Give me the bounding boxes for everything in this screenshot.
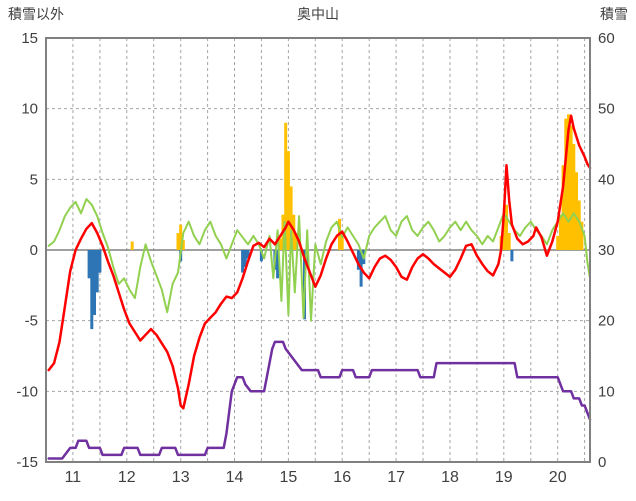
x-axis-tick-label: 20	[549, 469, 567, 486]
snowfall-bars	[567, 114, 570, 250]
left-axis-title: 積雪以外	[8, 6, 64, 22]
rainfall-bars	[246, 250, 250, 259]
rainfall-bars	[90, 250, 94, 330]
snowfall-bars	[577, 200, 581, 250]
snowfall-bars	[569, 125, 573, 250]
snowfall-bars	[130, 241, 134, 250]
x-axis-tick-label: 15	[280, 469, 298, 486]
x-axis-tick-label: 12	[118, 469, 136, 486]
snowfall-bars	[558, 214, 562, 250]
snowfall-bars	[572, 144, 576, 250]
left-axis-tick-label: -15	[16, 454, 38, 471]
snowfall-bars	[284, 122, 288, 250]
left-axis-tick-label: -10	[16, 383, 38, 400]
snowfall-bars	[278, 238, 282, 250]
right-axis-tick-label: 60	[598, 30, 615, 47]
snowfall-bars	[505, 204, 508, 250]
rainfall-bars	[243, 250, 247, 267]
x-axis-tick-label: 14	[226, 469, 244, 486]
snowfall-bars	[295, 233, 298, 250]
snowfall-bars	[340, 235, 344, 250]
right-axis-tick-label: 0	[598, 454, 606, 471]
x-axis-tick-label: 13	[172, 469, 190, 486]
right-axis-tick-label: 40	[598, 171, 615, 188]
rainfall-bars	[276, 250, 280, 279]
rainfall-bars	[510, 250, 514, 262]
snowfall-bars	[556, 235, 560, 250]
snowfall-bars	[176, 233, 180, 250]
left-axis-tick-label: -5	[25, 313, 38, 330]
left-axis-tick-label: 10	[21, 101, 38, 118]
x-axis-tick-label: 16	[333, 469, 351, 486]
rainfall-bars	[305, 250, 309, 267]
snow-depth-line	[47, 340, 592, 460]
x-axis-tick-label: 19	[495, 469, 513, 486]
temperature-line	[47, 114, 592, 410]
right-axis-tick-label: 30	[598, 242, 615, 259]
x-axis-tick-label: 11	[65, 469, 82, 486]
snowfall-bars	[580, 221, 584, 250]
right-axis-title: 積雪	[600, 6, 628, 22]
right-axis-tick-label: 20	[598, 313, 615, 330]
snowfall-bars	[289, 186, 293, 250]
snowfall-bars	[179, 224, 183, 250]
x-axis-tick-label: 17	[387, 469, 405, 486]
snowfall-bars	[575, 172, 578, 250]
snowfall-bars	[561, 165, 565, 250]
snowfall-bars	[507, 233, 511, 250]
x-axis-tick-label: 18	[441, 469, 459, 486]
rainfall-bars	[93, 250, 96, 315]
snowfall-bars	[502, 218, 506, 250]
rainfall-bars	[87, 250, 91, 279]
right-axis-tick-label: 10	[598, 383, 615, 400]
right-axis-tick-label: 50	[598, 101, 615, 118]
snowfall-bars	[181, 240, 185, 250]
snowfall-bars	[286, 151, 290, 250]
left-axis-tick-label: 15	[21, 30, 38, 47]
rainfall-bars	[356, 250, 360, 270]
rainfall-bars	[241, 250, 245, 273]
snowfall-bars	[564, 118, 568, 250]
chart-title: 奥中山	[297, 6, 339, 22]
rainfall-bars	[95, 250, 99, 293]
plot-frame	[45, 37, 591, 463]
rainfall-bars	[259, 250, 263, 262]
rainfall-bars	[98, 250, 102, 273]
left-axis-tick-label: 5	[30, 171, 38, 188]
left-axis-tick-label: 0	[30, 242, 38, 259]
